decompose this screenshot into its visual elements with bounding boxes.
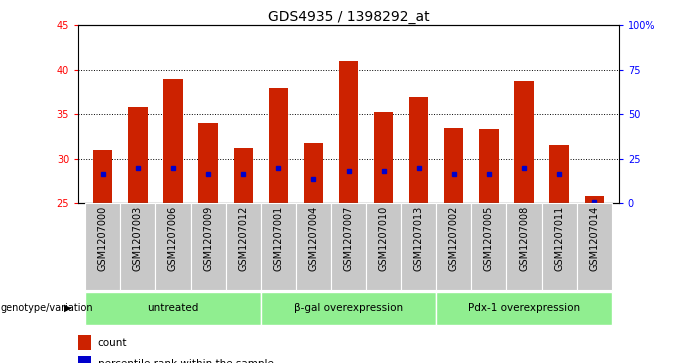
Bar <box>541 203 577 290</box>
Bar <box>78 356 91 363</box>
Text: GSM1207013: GSM1207013 <box>413 206 424 271</box>
Text: GSM1207002: GSM1207002 <box>449 206 459 271</box>
Text: untreated: untreated <box>148 303 199 313</box>
Text: GSM1207000: GSM1207000 <box>98 206 107 271</box>
Text: GSM1207005: GSM1207005 <box>484 206 494 271</box>
Bar <box>233 148 253 203</box>
Bar <box>260 292 437 325</box>
Bar <box>374 112 393 203</box>
Bar <box>549 146 568 203</box>
Bar <box>120 203 156 290</box>
Bar <box>514 81 534 203</box>
Text: GSM1207003: GSM1207003 <box>133 206 143 271</box>
Text: ▶: ▶ <box>64 303 71 313</box>
Bar <box>304 143 323 203</box>
Bar <box>85 292 260 325</box>
Bar <box>437 292 612 325</box>
Bar <box>409 97 428 203</box>
Bar <box>156 203 190 290</box>
Bar <box>331 203 366 290</box>
Text: Pdx-1 overexpression: Pdx-1 overexpression <box>468 303 580 313</box>
Text: GSM1207001: GSM1207001 <box>273 206 284 271</box>
Bar <box>339 61 358 203</box>
Text: genotype/variation: genotype/variation <box>1 303 93 313</box>
Bar <box>93 150 112 203</box>
Bar <box>199 123 218 203</box>
Bar <box>296 203 331 290</box>
Bar <box>444 128 464 203</box>
Text: GSM1207007: GSM1207007 <box>343 206 354 271</box>
Text: GSM1207004: GSM1207004 <box>309 206 318 271</box>
Bar <box>260 203 296 290</box>
Bar <box>471 203 507 290</box>
Bar <box>507 203 541 290</box>
Text: count: count <box>98 338 127 347</box>
Text: β-gal overexpression: β-gal overexpression <box>294 303 403 313</box>
Text: percentile rank within the sample: percentile rank within the sample <box>98 359 273 363</box>
Text: GSM1207011: GSM1207011 <box>554 206 564 271</box>
Text: GSM1207006: GSM1207006 <box>168 206 178 271</box>
Text: GSM1207014: GSM1207014 <box>590 206 599 271</box>
Bar <box>479 130 498 203</box>
Bar <box>585 196 604 203</box>
Bar <box>85 203 120 290</box>
Bar <box>226 203 260 290</box>
Text: GSM1207008: GSM1207008 <box>519 206 529 271</box>
Bar <box>190 203 226 290</box>
Bar <box>577 203 612 290</box>
Bar <box>401 203 437 290</box>
Title: GDS4935 / 1398292_at: GDS4935 / 1398292_at <box>268 11 429 24</box>
Bar <box>366 203 401 290</box>
Bar <box>437 203 471 290</box>
Bar <box>269 87 288 203</box>
Bar <box>163 79 183 203</box>
Text: GSM1207009: GSM1207009 <box>203 206 213 271</box>
Bar <box>78 335 91 350</box>
Text: GSM1207010: GSM1207010 <box>379 206 388 271</box>
Bar <box>129 107 148 203</box>
Text: GSM1207012: GSM1207012 <box>238 206 248 271</box>
